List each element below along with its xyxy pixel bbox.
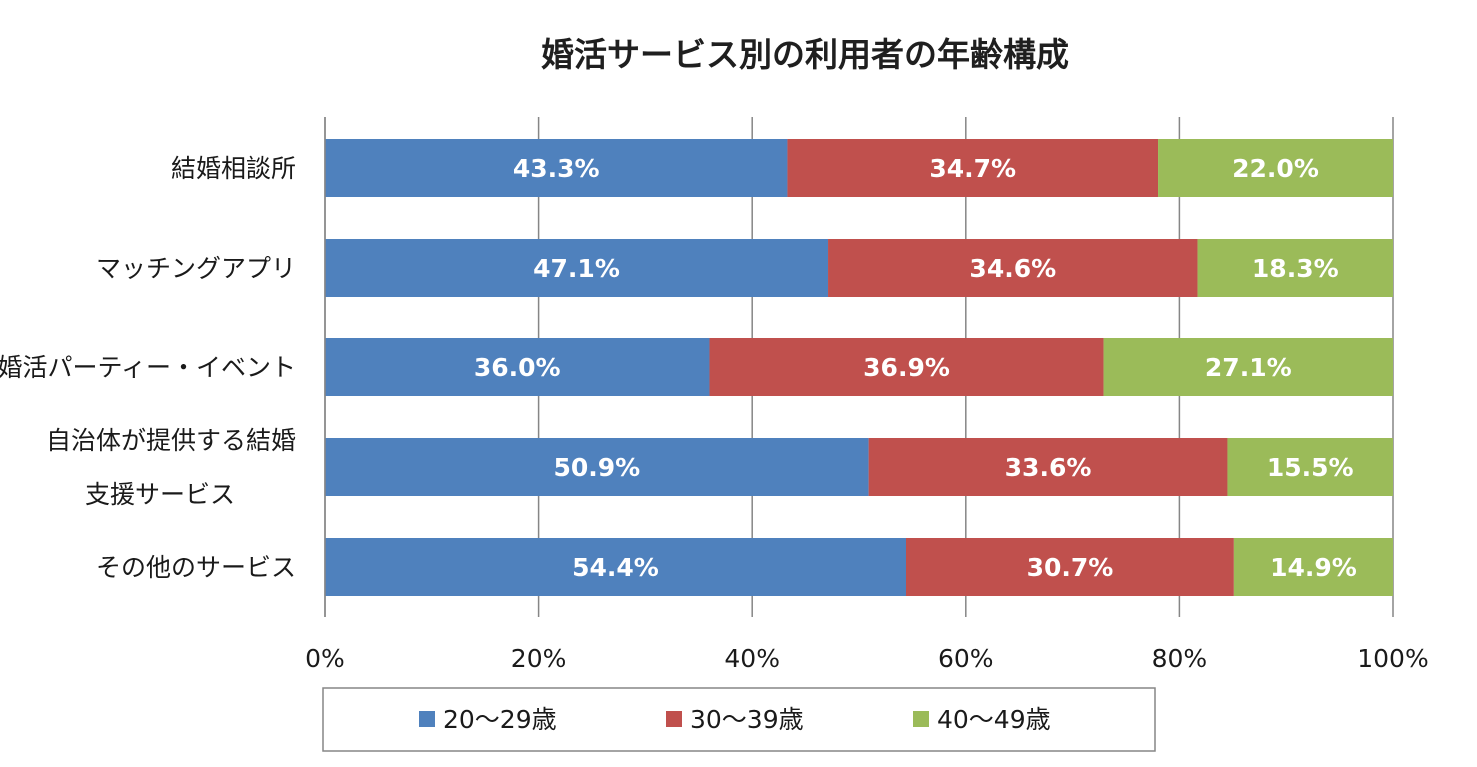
x-tick-label: 100% bbox=[1357, 644, 1428, 673]
data-label: 54.4% bbox=[572, 553, 659, 582]
bar-segment bbox=[325, 338, 710, 396]
bar-segment bbox=[787, 139, 1159, 197]
legend-swatch bbox=[666, 711, 682, 727]
legend: 20～29歳 30～39歳 40～49歳 bbox=[322, 687, 1156, 752]
bar-segment bbox=[1233, 538, 1393, 596]
legend-label: 20～29歳 bbox=[443, 705, 557, 734]
data-label: 50.9% bbox=[553, 453, 640, 482]
bar-segment bbox=[1227, 438, 1393, 496]
x-tick-label: 60% bbox=[938, 644, 994, 673]
bar-segment bbox=[1103, 338, 1393, 396]
legend-label: 40～49歳 bbox=[937, 705, 1051, 734]
legend-swatch bbox=[913, 711, 929, 727]
data-label: 33.6% bbox=[1005, 453, 1092, 482]
bar-segment bbox=[905, 538, 1234, 596]
bar-segment bbox=[325, 538, 906, 596]
bar-segment bbox=[828, 239, 1198, 297]
data-label: 27.1% bbox=[1205, 353, 1292, 382]
data-label: 14.9% bbox=[1270, 553, 1357, 582]
category-label: マッチングアプリ bbox=[96, 254, 296, 283]
bar-segment bbox=[868, 438, 1228, 496]
category-label: 支援サービス bbox=[85, 480, 235, 509]
axes: 0% 20% 40% 60% 80% 100% bbox=[305, 117, 1429, 673]
data-label: 47.1% bbox=[533, 254, 620, 283]
chart-title: 婚活サービス別の利用者の年齢構成 bbox=[541, 35, 1069, 74]
category-labels: 結婚相談所マッチングアプリ婚活パーティー・イベント自治体が提供する結婚支援サービ… bbox=[0, 154, 296, 582]
data-label: 34.6% bbox=[969, 254, 1056, 283]
bar-segment bbox=[709, 338, 1104, 396]
data-label: 43.3% bbox=[513, 154, 600, 183]
x-tick-label: 80% bbox=[1152, 644, 1208, 673]
data-label: 22.0% bbox=[1232, 154, 1319, 183]
category-label: 婚活パーティー・イベント bbox=[0, 353, 296, 382]
bar-segment bbox=[1197, 239, 1393, 297]
data-label: 30.7% bbox=[1027, 553, 1114, 582]
legend-swatch bbox=[419, 711, 435, 727]
data-label: 36.9% bbox=[863, 353, 950, 382]
category-label: その他のサービス bbox=[96, 553, 296, 582]
x-tick-label: 20% bbox=[511, 644, 567, 673]
bar-segment bbox=[325, 239, 829, 297]
data-label: 15.5% bbox=[1267, 453, 1354, 482]
category-label: 自治体が提供する結婚 bbox=[46, 426, 296, 455]
data-label: 18.3% bbox=[1252, 254, 1339, 283]
bar-segment bbox=[325, 139, 788, 197]
x-tick-label: 0% bbox=[305, 644, 345, 673]
x-tick-label: 40% bbox=[724, 644, 780, 673]
legend-box bbox=[322, 687, 1156, 752]
bar-segment bbox=[325, 438, 869, 496]
category-label: 結婚相談所 bbox=[171, 154, 296, 183]
bars: 43.3% 34.7% 22.0% 47.1% 34.6% 18.3% 36.0% 36.9%… bbox=[325, 139, 1393, 596]
data-label: 34.7% bbox=[929, 154, 1016, 183]
data-label: 36.0% bbox=[474, 353, 561, 382]
legend-label: 30～39歳 bbox=[690, 705, 804, 734]
bar-segment bbox=[1158, 139, 1393, 197]
